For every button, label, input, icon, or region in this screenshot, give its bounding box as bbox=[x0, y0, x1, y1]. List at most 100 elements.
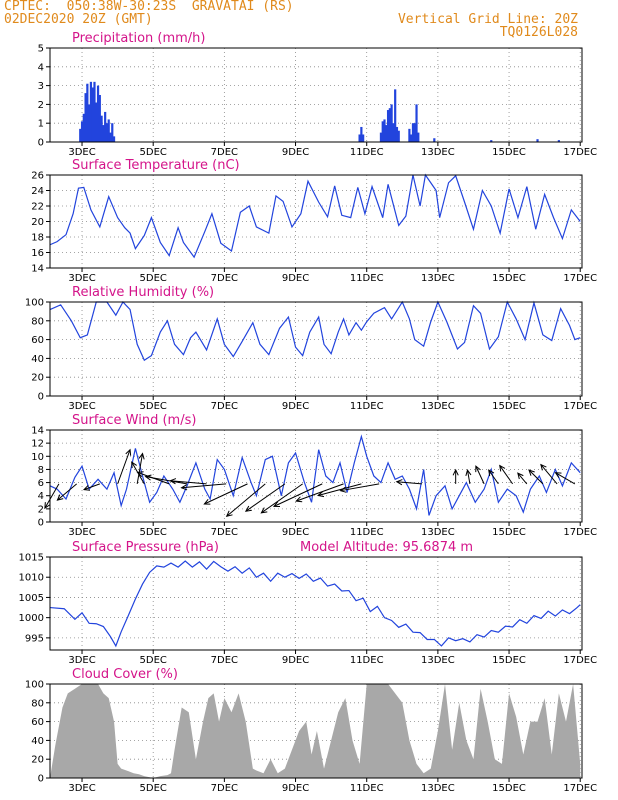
y-tick-label: 12 bbox=[31, 439, 44, 450]
precip-bar bbox=[379, 132, 383, 142]
y-tick-label: 40 bbox=[31, 736, 44, 747]
wind-arrow-shaft bbox=[466, 470, 471, 484]
x-tick-label: 17DEC bbox=[563, 527, 597, 538]
panel-press: 995 1000 1005 1010 1015 3DEC 5DEC 7DEC 9DEC 11DEC… bbox=[19, 540, 598, 666]
x-tick-label: 15DEC bbox=[492, 147, 526, 158]
panel-wind: 0 2 4 6 8 10 12 14 3DEC 5DEC 7DEC 9DEC 11DEC 13DEC 15D… bbox=[31, 413, 597, 538]
x-tick-label: 3DEC bbox=[68, 655, 95, 666]
x-tick-label: 3DEC bbox=[68, 273, 95, 284]
precip-bar bbox=[95, 102, 98, 142]
y-tick-label: 100 bbox=[25, 298, 44, 309]
wind-arrow-head bbox=[244, 505, 252, 512]
source-label: CPTEC: bbox=[4, 0, 51, 14]
x-tick-label: 9DEC bbox=[282, 655, 309, 666]
y-tick-label: 1 bbox=[38, 119, 44, 130]
x-tick-label: 5DEC bbox=[140, 273, 167, 284]
wind-arrow-head bbox=[180, 484, 188, 491]
y-tick-label: 40 bbox=[31, 354, 44, 365]
station-label: GRAVATAI (RS) bbox=[191, 0, 294, 14]
y-tick-label: 18 bbox=[31, 233, 44, 244]
precip-bar bbox=[362, 134, 365, 142]
y-tick-label: 8 bbox=[38, 465, 44, 476]
y-tick-label: 0 bbox=[38, 392, 44, 403]
y-tick-label: 2 bbox=[38, 100, 44, 111]
precip-bar bbox=[411, 123, 415, 142]
x-tick-label: 5DEC bbox=[140, 401, 167, 412]
panel-frame bbox=[49, 429, 583, 523]
y-tick-label: 0 bbox=[38, 774, 44, 785]
wind-arrow-shaft bbox=[296, 483, 344, 502]
wind-arrow-head bbox=[499, 464, 506, 472]
panel-title: Precipitation (mm/h) bbox=[72, 31, 205, 46]
precip-bar bbox=[390, 104, 393, 142]
y-tick-label: 1000 bbox=[19, 613, 44, 624]
y-tick-label: 60 bbox=[31, 717, 44, 728]
x-tick-label: 13DEC bbox=[421, 527, 455, 538]
precip-bar bbox=[386, 110, 390, 142]
x-tick-label: 7DEC bbox=[211, 783, 238, 794]
y-tick-label: 5 bbox=[38, 44, 44, 55]
x-tick-label: 15DEC bbox=[492, 273, 526, 284]
wind-arrow-shaft bbox=[273, 483, 323, 507]
x-tick-label: 11DEC bbox=[350, 655, 384, 666]
wind-arrow-shaft bbox=[181, 483, 227, 489]
y-tick-label: 20 bbox=[31, 373, 44, 384]
x-tick-label: 17DEC bbox=[563, 401, 597, 412]
datetime-label: 02DEC2020 20Z (GMT) bbox=[4, 12, 153, 27]
wind-arrow-head bbox=[82, 484, 91, 491]
wind-arrow-head bbox=[131, 461, 137, 469]
panel-title: Cloud Cover (%) bbox=[72, 667, 178, 682]
x-tick-label: 15DEC bbox=[492, 401, 526, 412]
wind-arrow-head bbox=[56, 494, 64, 501]
x-tick-label: 3DEC bbox=[68, 527, 95, 538]
panel-title: Surface Temperature (nC) bbox=[72, 158, 240, 173]
precip-bar bbox=[98, 95, 101, 142]
x-tick-label: 13DEC bbox=[421, 147, 455, 158]
cloud-area bbox=[50, 684, 581, 778]
x-tick-label: 5DEC bbox=[140, 655, 167, 666]
wind-arrow-head bbox=[540, 463, 547, 471]
panel-title: Relative Humidity (%) bbox=[72, 285, 214, 300]
panel-title: Surface Wind (m/s) bbox=[72, 413, 196, 428]
wind-arrow-shaft bbox=[170, 480, 207, 485]
x-tick-label: 11DEC bbox=[350, 273, 384, 284]
wind-arrow-shaft bbox=[145, 476, 188, 485]
y-tick-label: 100 bbox=[25, 680, 44, 691]
precip-bar bbox=[105, 123, 109, 142]
panel-note: Model Altitude: 95.6874 m bbox=[300, 540, 473, 555]
x-tick-label: 15DEC bbox=[492, 783, 526, 794]
precip-bar bbox=[383, 119, 386, 142]
run-code-label: TQ0126L028 bbox=[499, 25, 578, 40]
wind-arrow-head bbox=[125, 448, 132, 456]
precip-bar bbox=[388, 108, 391, 142]
wind-arrow-head bbox=[225, 510, 233, 518]
y-tick-label: 1015 bbox=[19, 553, 44, 564]
x-tick-label: 9DEC bbox=[282, 527, 309, 538]
y-tick-label: 1010 bbox=[19, 573, 44, 584]
wind-arrow-shaft bbox=[136, 453, 144, 484]
wind-arrow-shaft bbox=[204, 483, 248, 505]
y-tick-label: 4 bbox=[38, 491, 44, 502]
precip-bar bbox=[417, 132, 420, 142]
wind-arrow-head bbox=[136, 471, 144, 478]
precip-bar bbox=[109, 132, 112, 142]
x-tick-label: 13DEC bbox=[421, 783, 455, 794]
wind-arrow-shaft bbox=[517, 472, 528, 485]
y-tick-label: 22 bbox=[31, 202, 44, 213]
x-tick-label: 7DEC bbox=[211, 401, 238, 412]
x-tick-label: 17DEC bbox=[563, 783, 597, 794]
precip-bar bbox=[536, 139, 539, 142]
x-tick-label: 3DEC bbox=[68, 401, 95, 412]
precip-bar bbox=[91, 87, 94, 142]
x-tick-label: 9DEC bbox=[282, 273, 309, 284]
x-tick-label: 7DEC bbox=[211, 273, 238, 284]
y-tick-label: 2 bbox=[38, 504, 44, 515]
panel-precip: 0 1 2 3 4 5 3DEC 5DEC 7DEC 9DEC 11DEC 13DEC 15DEC 17D… bbox=[38, 31, 597, 158]
panel-frame bbox=[49, 683, 583, 779]
x-tick-label: 7DEC bbox=[211, 655, 238, 666]
wind-arrow-head bbox=[465, 468, 472, 477]
precip-bar bbox=[415, 104, 418, 142]
panel-cloud: 0 20 40 60 80 100 3DEC 5DEC 7DEC 9DEC 11DEC 13DEC 15… bbox=[25, 667, 597, 794]
x-tick-label: 7DEC bbox=[211, 527, 238, 538]
